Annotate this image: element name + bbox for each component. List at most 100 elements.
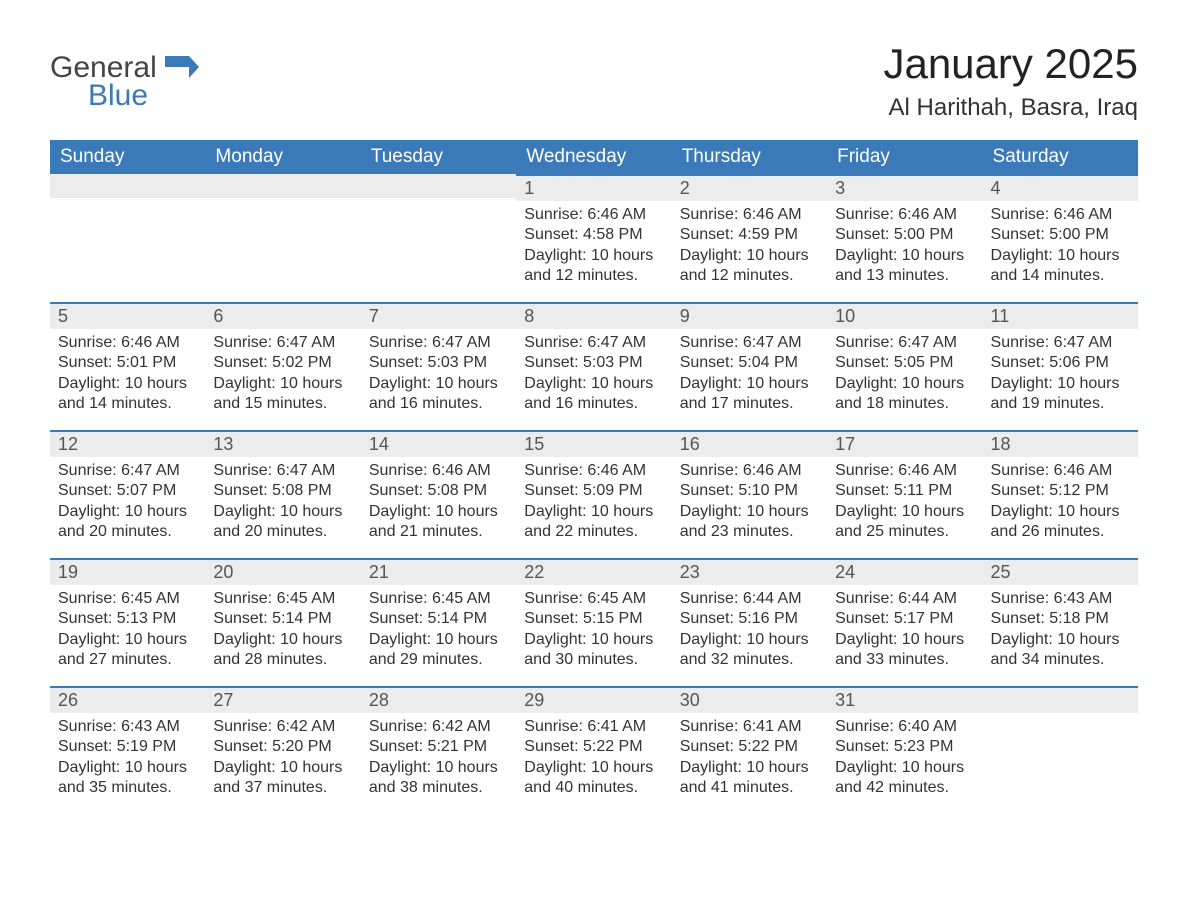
calendar-day-cell: 1Sunrise: 6:46 AMSunset: 4:58 PMDaylight… <box>516 174 671 302</box>
day-details: Sunrise: 6:46 AMSunset: 5:12 PMDaylight:… <box>983 457 1138 551</box>
sunrise-line: Sunrise: 6:40 AM <box>835 717 974 737</box>
day-details: Sunrise: 6:44 AMSunset: 5:17 PMDaylight:… <box>827 585 982 679</box>
sunrise-line: Sunrise: 6:45 AM <box>58 589 197 609</box>
daylight-line-1: Daylight: 10 hours <box>369 758 508 778</box>
sunset-line: Sunset: 5:00 PM <box>991 225 1130 245</box>
daylight-line-2: and 20 minutes. <box>213 522 352 542</box>
weekday-header: Saturday <box>983 140 1138 174</box>
day-details: Sunrise: 6:45 AMSunset: 5:14 PMDaylight:… <box>205 585 360 679</box>
day-number: 31 <box>827 686 982 713</box>
daylight-line-2: and 14 minutes. <box>991 266 1130 286</box>
sunset-line: Sunset: 5:17 PM <box>835 609 974 629</box>
sunset-line: Sunset: 5:14 PM <box>213 609 352 629</box>
daylight-line-1: Daylight: 10 hours <box>991 630 1130 650</box>
sunrise-line: Sunrise: 6:42 AM <box>213 717 352 737</box>
daylight-line-2: and 22 minutes. <box>524 522 663 542</box>
daylight-line-2: and 12 minutes. <box>524 266 663 286</box>
sunrise-line: Sunrise: 6:46 AM <box>524 461 663 481</box>
title-block: January 2025 Al Harithah, Basra, Iraq <box>883 40 1138 122</box>
daylight-line-1: Daylight: 10 hours <box>369 374 508 394</box>
daylight-line-2: and 27 minutes. <box>58 650 197 670</box>
daylight-line-1: Daylight: 10 hours <box>524 246 663 266</box>
day-details: Sunrise: 6:47 AMSunset: 5:03 PMDaylight:… <box>516 329 671 423</box>
daylight-line-1: Daylight: 10 hours <box>991 502 1130 522</box>
day-details: Sunrise: 6:47 AMSunset: 5:04 PMDaylight:… <box>672 329 827 423</box>
sunset-line: Sunset: 5:08 PM <box>213 481 352 501</box>
month-title: January 2025 <box>883 40 1138 88</box>
sunset-line: Sunset: 5:11 PM <box>835 481 974 501</box>
day-number: 6 <box>205 302 360 329</box>
day-details: Sunrise: 6:47 AMSunset: 5:07 PMDaylight:… <box>50 457 205 551</box>
daylight-line-1: Daylight: 10 hours <box>991 246 1130 266</box>
sunrise-line: Sunrise: 6:41 AM <box>524 717 663 737</box>
sunrise-line: Sunrise: 6:47 AM <box>58 461 197 481</box>
day-details: Sunrise: 6:41 AMSunset: 5:22 PMDaylight:… <box>672 713 827 807</box>
day-details: Sunrise: 6:45 AMSunset: 5:14 PMDaylight:… <box>361 585 516 679</box>
sunset-line: Sunset: 4:58 PM <box>524 225 663 245</box>
day-number: 12 <box>50 430 205 457</box>
weekday-header: Sunday <box>50 140 205 174</box>
day-number: 26 <box>50 686 205 713</box>
daylight-line-1: Daylight: 10 hours <box>835 630 974 650</box>
calendar-day-cell: 18Sunrise: 6:46 AMSunset: 5:12 PMDayligh… <box>983 430 1138 558</box>
daylight-line-2: and 20 minutes. <box>58 522 197 542</box>
sunrise-line: Sunrise: 6:47 AM <box>680 333 819 353</box>
daylight-line-2: and 38 minutes. <box>369 778 508 798</box>
daylight-line-2: and 35 minutes. <box>58 778 197 798</box>
daylight-line-2: and 13 minutes. <box>835 266 974 286</box>
daylight-line-1: Daylight: 10 hours <box>213 758 352 778</box>
sunset-line: Sunset: 5:01 PM <box>58 353 197 373</box>
day-number: 19 <box>50 558 205 585</box>
day-number: 10 <box>827 302 982 329</box>
daylight-line-2: and 19 minutes. <box>991 394 1130 414</box>
calendar-day-cell: 14Sunrise: 6:46 AMSunset: 5:08 PMDayligh… <box>361 430 516 558</box>
daylight-line-1: Daylight: 10 hours <box>991 374 1130 394</box>
day-details: Sunrise: 6:45 AMSunset: 5:15 PMDaylight:… <box>516 585 671 679</box>
daylight-line-1: Daylight: 10 hours <box>58 630 197 650</box>
calendar-day-cell: 28Sunrise: 6:42 AMSunset: 5:21 PMDayligh… <box>361 686 516 814</box>
day-number: 9 <box>672 302 827 329</box>
day-details: Sunrise: 6:42 AMSunset: 5:20 PMDaylight:… <box>205 713 360 807</box>
sunrise-line: Sunrise: 6:43 AM <box>58 717 197 737</box>
day-number: 3 <box>827 174 982 201</box>
calendar-day-cell: 9Sunrise: 6:47 AMSunset: 5:04 PMDaylight… <box>672 302 827 430</box>
daylight-line-2: and 23 minutes. <box>680 522 819 542</box>
sunrise-line: Sunrise: 6:46 AM <box>680 205 819 225</box>
sunset-line: Sunset: 5:12 PM <box>991 481 1130 501</box>
sunrise-line: Sunrise: 6:41 AM <box>680 717 819 737</box>
calendar-week-row: 26Sunrise: 6:43 AMSunset: 5:19 PMDayligh… <box>50 686 1138 814</box>
daylight-line-2: and 40 minutes. <box>524 778 663 798</box>
daylight-line-1: Daylight: 10 hours <box>58 502 197 522</box>
daylight-line-2: and 17 minutes. <box>680 394 819 414</box>
day-details: Sunrise: 6:42 AMSunset: 5:21 PMDaylight:… <box>361 713 516 807</box>
day-details: Sunrise: 6:45 AMSunset: 5:13 PMDaylight:… <box>50 585 205 679</box>
day-number: 1 <box>516 174 671 201</box>
calendar-day-cell: 15Sunrise: 6:46 AMSunset: 5:09 PMDayligh… <box>516 430 671 558</box>
sunset-line: Sunset: 5:08 PM <box>369 481 508 501</box>
calendar-week-row: 12Sunrise: 6:47 AMSunset: 5:07 PMDayligh… <box>50 430 1138 558</box>
daylight-line-1: Daylight: 10 hours <box>680 502 819 522</box>
daylight-line-1: Daylight: 10 hours <box>213 502 352 522</box>
daylight-line-1: Daylight: 10 hours <box>680 758 819 778</box>
daylight-line-1: Daylight: 10 hours <box>58 374 197 394</box>
empty-day-bar <box>361 174 516 198</box>
sunrise-line: Sunrise: 6:44 AM <box>680 589 819 609</box>
day-number: 8 <box>516 302 671 329</box>
calendar-day-cell: 25Sunrise: 6:43 AMSunset: 5:18 PMDayligh… <box>983 558 1138 686</box>
weekday-header: Friday <box>827 140 982 174</box>
sunrise-line: Sunrise: 6:46 AM <box>835 461 974 481</box>
sunrise-line: Sunrise: 6:46 AM <box>58 333 197 353</box>
daylight-line-2: and 28 minutes. <box>213 650 352 670</box>
calendar-day-cell: 11Sunrise: 6:47 AMSunset: 5:06 PMDayligh… <box>983 302 1138 430</box>
daylight-line-1: Daylight: 10 hours <box>835 502 974 522</box>
sunrise-line: Sunrise: 6:46 AM <box>680 461 819 481</box>
day-details: Sunrise: 6:40 AMSunset: 5:23 PMDaylight:… <box>827 713 982 807</box>
sunset-line: Sunset: 5:15 PM <box>524 609 663 629</box>
sunset-line: Sunset: 5:10 PM <box>680 481 819 501</box>
calendar-week-row: 1Sunrise: 6:46 AMSunset: 4:58 PMDaylight… <box>50 174 1138 302</box>
daylight-line-1: Daylight: 10 hours <box>524 502 663 522</box>
sunset-line: Sunset: 5:18 PM <box>991 609 1130 629</box>
calendar-day-cell: 5Sunrise: 6:46 AMSunset: 5:01 PMDaylight… <box>50 302 205 430</box>
weekday-header: Monday <box>205 140 360 174</box>
sunrise-line: Sunrise: 6:47 AM <box>835 333 974 353</box>
